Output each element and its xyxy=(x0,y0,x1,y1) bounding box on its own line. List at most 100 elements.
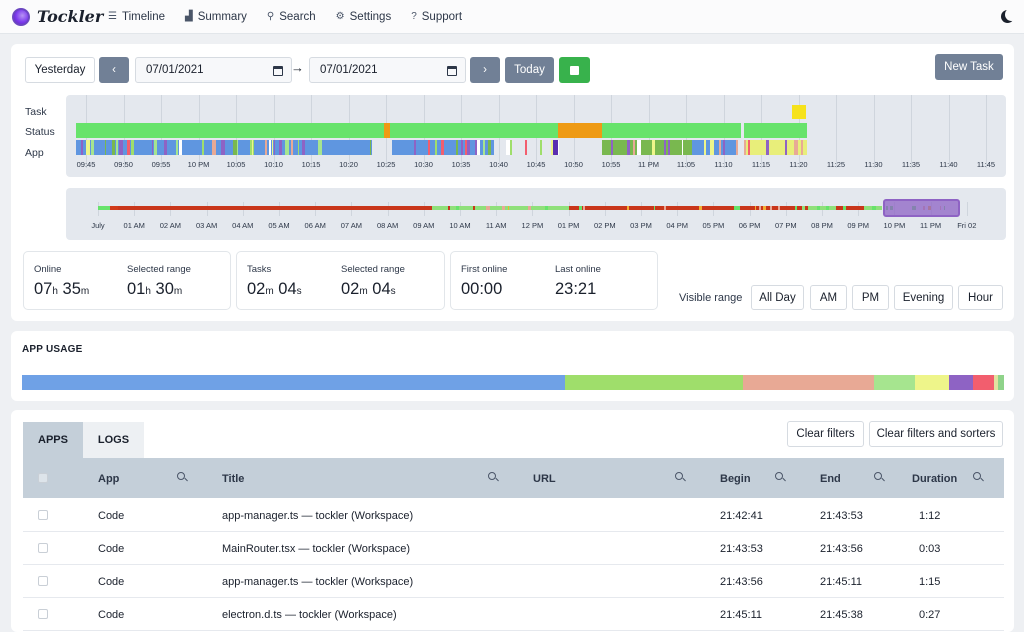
app-usage-segment[interactable] xyxy=(22,375,566,390)
app-segment[interactable] xyxy=(250,140,254,155)
app-segment[interactable] xyxy=(766,140,770,155)
select-all-checkbox[interactable] xyxy=(38,473,48,483)
row-checkbox[interactable] xyxy=(38,576,48,586)
app-segment[interactable] xyxy=(301,140,305,155)
app-segment[interactable] xyxy=(467,140,471,155)
app-segment[interactable] xyxy=(435,140,438,155)
app-segment[interactable] xyxy=(278,140,282,155)
from-date-input[interactable]: 07/01/2021 xyxy=(135,57,292,83)
row-checkbox[interactable] xyxy=(38,609,48,619)
table-row[interactable]: Code electron.d.ts — tockler (Workspace)… xyxy=(23,598,1004,631)
next-day-button[interactable]: › xyxy=(470,57,500,83)
today-button[interactable]: Today xyxy=(505,57,554,83)
app-segment[interactable] xyxy=(318,140,322,155)
app-segment[interactable] xyxy=(164,140,167,155)
app-segment[interactable] xyxy=(119,140,124,155)
app-segment[interactable] xyxy=(506,140,510,155)
tab-logs[interactable]: LOGS xyxy=(83,422,144,458)
column-duration[interactable]: Duration xyxy=(912,473,958,485)
app-segment[interactable] xyxy=(464,140,468,155)
stop-tracking-button[interactable] xyxy=(559,57,590,83)
selected-range-brush[interactable] xyxy=(883,199,960,217)
app-segment[interactable] xyxy=(86,140,91,155)
range-evening-button[interactable]: Evening xyxy=(894,285,953,310)
status-segment[interactable] xyxy=(558,123,602,138)
end-filter-search-icon[interactable] xyxy=(874,472,882,480)
column-begin[interactable]: Begin xyxy=(720,473,751,485)
status-segment[interactable] xyxy=(384,123,390,138)
app-segment[interactable] xyxy=(784,140,788,155)
app-segment[interactable] xyxy=(483,140,485,155)
timeline-chart[interactable]: 09:45 09:50 09:55 10 PM 10:05 10:10 10:15 10:20… xyxy=(66,95,1006,177)
app-segment[interactable] xyxy=(441,140,445,155)
status-segment[interactable] xyxy=(744,123,807,138)
nav-search[interactable]: ⚲ Search xyxy=(267,11,316,23)
app-segment[interactable] xyxy=(427,140,431,155)
yesterday-button[interactable]: Yesterday xyxy=(25,57,95,83)
app-usage-segment[interactable] xyxy=(565,375,743,390)
url-filter-search-icon[interactable] xyxy=(675,472,683,480)
app-segment[interactable] xyxy=(461,140,463,155)
app-segment[interactable] xyxy=(178,140,182,155)
app-segment[interactable] xyxy=(81,140,84,155)
app-segment[interactable] xyxy=(681,140,683,155)
table-row[interactable]: Code app-manager.ts — tockler (Workspace… xyxy=(23,499,1004,532)
begin-filter-search-icon[interactable] xyxy=(775,472,783,480)
brand-logo[interactable]: Tockler xyxy=(12,7,108,26)
nav-summary[interactable]: ▟ Summary xyxy=(185,11,247,23)
app-segment[interactable] xyxy=(90,140,95,155)
app-segment[interactable] xyxy=(652,140,655,155)
new-task-button[interactable]: New Task xyxy=(935,54,1003,80)
nav-timeline[interactable]: ☰ Timeline xyxy=(108,11,165,23)
app-segment[interactable] xyxy=(112,140,115,155)
status-segment[interactable] xyxy=(390,123,558,138)
app-usage-segment[interactable] xyxy=(972,375,995,390)
duration-filter-search-icon[interactable] xyxy=(973,472,981,480)
app-usage-segment[interactable] xyxy=(998,375,1004,390)
app-segment[interactable] xyxy=(284,140,289,155)
range-hour-button[interactable]: Hour xyxy=(958,285,1003,310)
app-segment[interactable] xyxy=(236,140,239,155)
app-segment[interactable] xyxy=(553,140,558,155)
app-usage-segment[interactable] xyxy=(948,375,973,390)
app-segment[interactable] xyxy=(477,140,481,155)
app-segment[interactable] xyxy=(637,140,642,155)
app-segment[interactable] xyxy=(510,140,513,155)
title-filter-search-icon[interactable] xyxy=(488,472,496,480)
app-segment[interactable] xyxy=(233,140,237,155)
app-segment[interactable] xyxy=(747,140,751,155)
row-checkbox[interactable] xyxy=(38,510,48,520)
app-segment[interactable] xyxy=(455,140,459,155)
column-end[interactable]: End xyxy=(820,473,841,485)
app-segment[interactable] xyxy=(663,140,667,155)
app-segment[interactable] xyxy=(298,140,300,155)
task-segment[interactable] xyxy=(792,105,806,119)
app-segment[interactable] xyxy=(271,140,273,155)
app-usage-segment[interactable] xyxy=(874,375,915,390)
app-segment[interactable] xyxy=(633,140,635,155)
table-row[interactable]: Code app-manager.ts — tockler (Workspace… xyxy=(23,565,1004,598)
app-segment[interactable] xyxy=(126,140,130,155)
moon-icon[interactable] xyxy=(1005,8,1018,21)
range-all-day-button[interactable]: All Day xyxy=(751,285,804,310)
app-segment[interactable] xyxy=(692,140,738,155)
app-segment[interactable] xyxy=(414,140,417,155)
status-segment[interactable] xyxy=(76,123,384,138)
app-segment[interactable] xyxy=(154,140,157,155)
app-segment[interactable] xyxy=(474,140,477,155)
app-segment[interactable] xyxy=(104,140,106,155)
calendar-icon[interactable] xyxy=(447,66,457,76)
app-segment[interactable] xyxy=(602,140,692,155)
range-am-button[interactable]: AM xyxy=(810,285,847,310)
app-segment[interactable] xyxy=(794,140,798,155)
app-segment[interactable] xyxy=(130,140,135,155)
app-segment[interactable] xyxy=(626,140,631,155)
status-segment[interactable] xyxy=(602,123,741,138)
prev-day-button[interactable]: ‹ xyxy=(99,57,129,83)
app-segment[interactable] xyxy=(539,140,543,155)
to-date-input[interactable]: 07/01/2021 xyxy=(309,57,466,83)
app-segment[interactable] xyxy=(201,140,204,155)
tab-apps[interactable]: APPS xyxy=(23,422,83,458)
clear-filters-button[interactable]: Clear filters xyxy=(787,421,864,447)
app-segment[interactable] xyxy=(274,140,276,155)
